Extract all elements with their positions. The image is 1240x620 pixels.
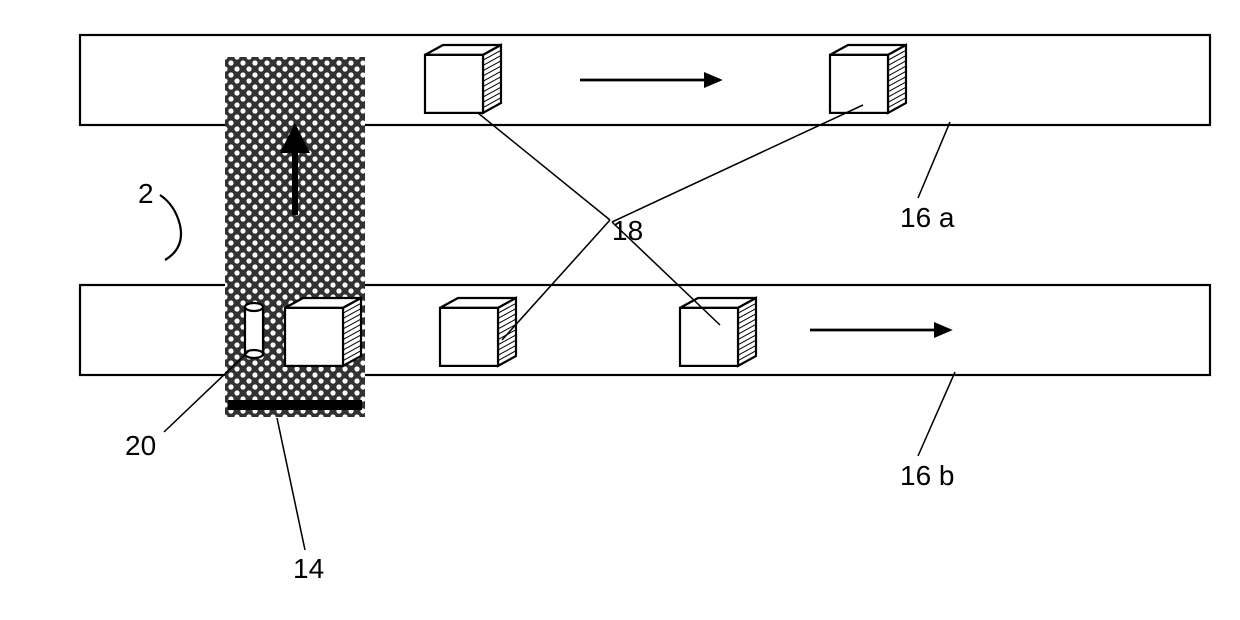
label-18: 18 <box>612 215 643 247</box>
label-16b: 16 b <box>900 460 955 492</box>
label-20: 20 <box>125 430 156 462</box>
cube-top_left <box>425 45 501 113</box>
sensor <box>245 303 263 358</box>
cube-bot_mid <box>440 298 516 366</box>
diagram-canvas <box>0 0 1240 620</box>
label-2: 2 <box>138 178 154 210</box>
cube-top_right <box>830 45 906 113</box>
cubes <box>285 45 906 366</box>
label-16a: 16 a <box>900 202 955 234</box>
label-14: 14 <box>293 553 324 585</box>
flow-arrows <box>580 80 950 330</box>
cube-bot_div <box>285 298 361 366</box>
cube-bot_right <box>680 298 756 366</box>
